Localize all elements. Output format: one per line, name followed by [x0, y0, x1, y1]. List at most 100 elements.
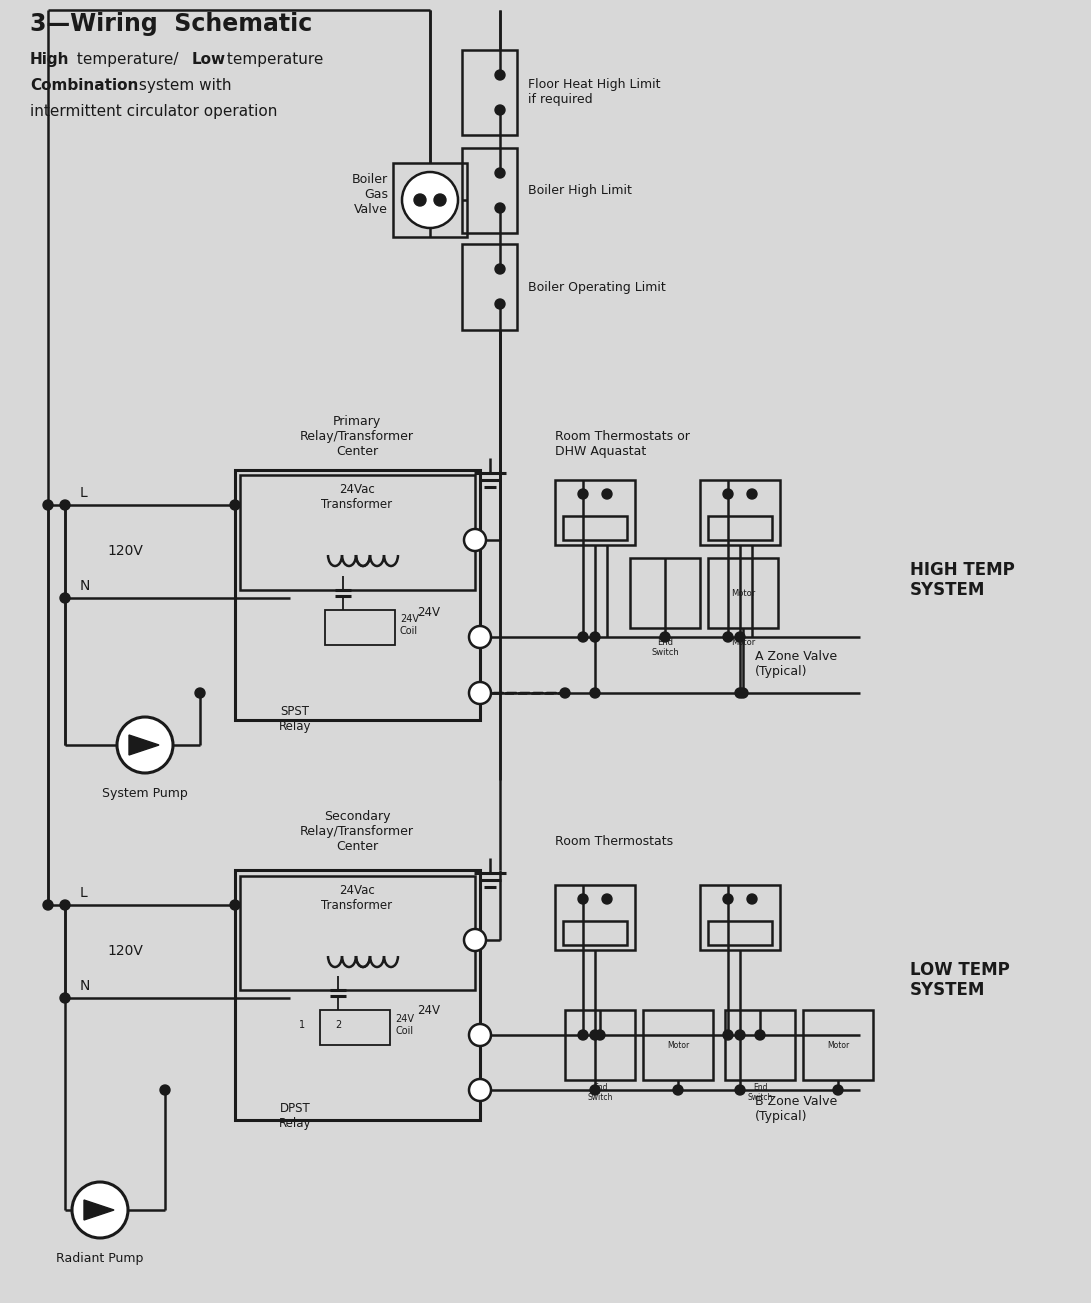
Circle shape — [464, 929, 485, 951]
Text: Low: Low — [192, 52, 226, 66]
Bar — [320, 1010, 389, 1045]
Circle shape — [747, 489, 757, 499]
Bar — [700, 480, 780, 545]
Text: temperature: temperature — [221, 52, 323, 66]
Circle shape — [590, 688, 600, 698]
Circle shape — [60, 993, 70, 1003]
Circle shape — [195, 688, 205, 698]
Circle shape — [590, 1029, 600, 1040]
Text: system with: system with — [134, 78, 231, 93]
Circle shape — [755, 1029, 765, 1040]
Circle shape — [230, 500, 240, 509]
Bar — [235, 870, 480, 1121]
Text: 2: 2 — [335, 1020, 341, 1029]
Circle shape — [560, 688, 570, 698]
Circle shape — [735, 1029, 745, 1040]
Text: L: L — [80, 486, 87, 500]
Text: SPST
Relay: SPST Relay — [278, 705, 311, 734]
Text: 24V
Coil: 24V Coil — [400, 614, 419, 636]
Text: Boiler High Limit: Boiler High Limit — [528, 184, 632, 197]
Bar — [235, 470, 480, 721]
Circle shape — [469, 681, 491, 704]
Circle shape — [230, 900, 240, 909]
Text: Room Thermostats or
DHW Aquastat: Room Thermostats or DHW Aquastat — [555, 430, 690, 457]
Text: N: N — [80, 579, 91, 593]
Circle shape — [43, 500, 53, 509]
Text: DPST
Relay: DPST Relay — [278, 1102, 311, 1130]
Circle shape — [413, 194, 425, 206]
Circle shape — [735, 1085, 745, 1095]
Bar — [630, 558, 700, 628]
Text: 24V: 24V — [417, 606, 440, 619]
Bar — [700, 885, 780, 950]
Bar — [708, 921, 772, 945]
Circle shape — [602, 489, 612, 499]
Text: LOW TEMP
SYSTEM: LOW TEMP SYSTEM — [910, 960, 1010, 999]
Circle shape — [117, 717, 173, 773]
Polygon shape — [129, 735, 159, 754]
Circle shape — [469, 625, 491, 648]
Text: Floor Heat High Limit
if required: Floor Heat High Limit if required — [528, 78, 660, 106]
Text: 120V: 120V — [107, 543, 143, 558]
Bar — [565, 1010, 635, 1080]
Bar — [393, 163, 467, 237]
Text: 24Vac
Transformer: 24Vac Transformer — [322, 483, 393, 511]
Text: High: High — [29, 52, 70, 66]
Text: C: C — [471, 536, 479, 545]
Text: 3—Wiring  Schematic: 3—Wiring Schematic — [29, 12, 312, 36]
Text: 1: 1 — [299, 1020, 305, 1029]
Text: End
Switch: End Switch — [651, 638, 679, 658]
Circle shape — [723, 489, 733, 499]
Bar — [461, 149, 517, 233]
Text: Radiant Pump: Radiant Pump — [57, 1252, 144, 1265]
Text: 24Vac
Transformer: 24Vac Transformer — [322, 883, 393, 912]
Text: Boiler Operating Limit: Boiler Operating Limit — [528, 280, 666, 293]
Text: L: L — [80, 886, 87, 900]
Text: End
Switch: End Switch — [587, 1083, 613, 1102]
Circle shape — [469, 1079, 491, 1101]
Circle shape — [72, 1182, 128, 1238]
Circle shape — [495, 203, 505, 212]
Circle shape — [60, 500, 70, 509]
Circle shape — [747, 894, 757, 904]
Circle shape — [590, 632, 600, 642]
Circle shape — [464, 529, 485, 551]
Circle shape — [735, 632, 745, 642]
Bar — [240, 476, 475, 590]
Circle shape — [495, 106, 505, 115]
Circle shape — [660, 632, 670, 642]
Text: Motor: Motor — [731, 638, 755, 648]
Circle shape — [602, 894, 612, 904]
Circle shape — [834, 1085, 843, 1095]
Text: 24V: 24V — [417, 1005, 440, 1018]
Bar — [461, 50, 517, 136]
Bar — [240, 876, 475, 990]
Text: R: R — [477, 632, 483, 642]
Text: Motor: Motor — [731, 589, 755, 598]
Circle shape — [60, 593, 70, 603]
Bar — [555, 480, 635, 545]
Bar — [563, 921, 627, 945]
Circle shape — [738, 688, 748, 698]
Circle shape — [43, 900, 53, 909]
Text: Boiler
Gas
Valve: Boiler Gas Valve — [352, 173, 388, 216]
Circle shape — [434, 194, 446, 206]
Text: End
Switch: End Switch — [747, 1083, 772, 1102]
Circle shape — [578, 1029, 588, 1040]
Circle shape — [590, 1085, 600, 1095]
Circle shape — [723, 1029, 733, 1040]
Text: Room Thermostats: Room Thermostats — [555, 835, 673, 848]
Text: HIGH TEMP
SYSTEM: HIGH TEMP SYSTEM — [910, 560, 1015, 599]
Circle shape — [673, 1085, 683, 1095]
Circle shape — [735, 688, 745, 698]
Circle shape — [723, 632, 733, 642]
Text: Combination: Combination — [29, 78, 139, 93]
Text: System Pump: System Pump — [103, 787, 188, 800]
Text: Primary
Relay/Transformer
Center: Primary Relay/Transformer Center — [300, 414, 413, 457]
Bar — [643, 1010, 714, 1080]
Circle shape — [578, 489, 588, 499]
Text: Motor: Motor — [667, 1041, 690, 1049]
Circle shape — [60, 900, 70, 909]
Circle shape — [495, 265, 505, 274]
Circle shape — [495, 298, 505, 309]
